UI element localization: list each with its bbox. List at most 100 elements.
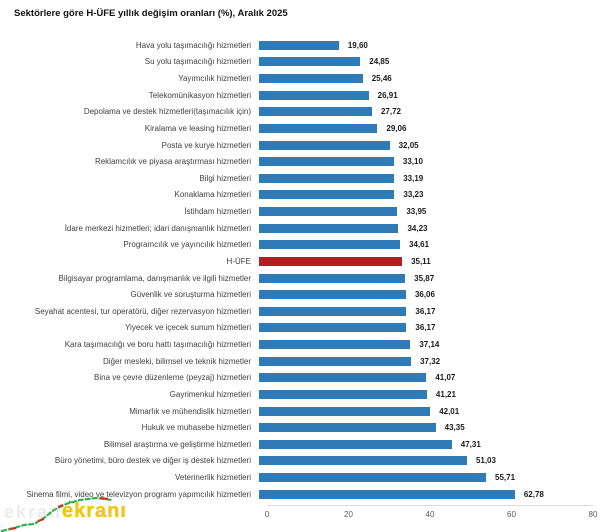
bar-track: 43,35 xyxy=(259,419,585,436)
bar-row: Veterinerlik hizmetleri 55,71 xyxy=(0,469,601,486)
value-bar[interactable] xyxy=(259,107,372,117)
value-label: 19,60 xyxy=(347,40,368,50)
value-bar[interactable] xyxy=(259,57,361,67)
value-bar[interactable] xyxy=(259,190,395,200)
bar-track: 36,17 xyxy=(259,320,585,337)
value-bar[interactable] xyxy=(259,240,401,250)
category-label: Bilgi hizmetleri xyxy=(199,173,251,183)
value-bar[interactable] xyxy=(259,340,411,350)
category-label: Büro yönetimi, büro destek ve diğer iş d… xyxy=(54,456,251,466)
category-label: Hukuk ve muhasebe hizmetleri xyxy=(141,423,251,433)
value-bar[interactable] xyxy=(259,439,452,449)
category-label: Diğer mesleki, bilimsel ve teknik hizmet… xyxy=(102,356,251,366)
value-bar[interactable] xyxy=(259,123,378,133)
bar-row: Reklamcılık ve piyasa araştırması hizmet… xyxy=(0,153,601,170)
value-bar[interactable] xyxy=(259,157,394,167)
value-bar[interactable] xyxy=(259,173,395,183)
category-label: Mimarlık ve mühendislik hizmetleri xyxy=(129,406,251,416)
value-label: 47,31 xyxy=(460,439,481,449)
value-label: 51,03 xyxy=(475,456,496,466)
value-label: 43,35 xyxy=(444,423,465,433)
bar-track: 26,91 xyxy=(259,87,585,104)
bar-row: Telekomünikasyon hizmetleri 26,91 xyxy=(0,87,601,104)
x-axis-tick: 20 xyxy=(344,510,353,519)
bar-row: Programcılık ve yayıncılık hizmetleri 34,… xyxy=(0,237,601,254)
bar-track: 34,23 xyxy=(259,220,585,237)
x-axis-tick: 80 xyxy=(588,510,598,519)
value-label: 34,23 xyxy=(407,223,428,233)
value-label: 34,61 xyxy=(409,240,430,250)
bar-row: Yayımcılık hizmetleri 25,46 xyxy=(0,70,601,87)
bar-track: 55,71 xyxy=(259,469,585,486)
chart-title: Sektörlere göre H-ÜFE yıllık değişim ora… xyxy=(14,8,288,19)
bar-row: Bina ve çevre düzenleme (peyzaj) hizmetl… xyxy=(0,370,601,387)
highlight-bar[interactable] xyxy=(259,256,403,266)
bar-row: Su yolu taşımacılığı hizmetleri 24,85 xyxy=(0,54,601,71)
bar-track: 29,06 xyxy=(259,120,585,137)
value-label: 33,19 xyxy=(403,173,424,183)
value-label: 41,21 xyxy=(435,389,456,399)
bar-row: Büro yönetimi, büro destek ve diğer iş d… xyxy=(0,453,601,470)
bar-track: 51,03 xyxy=(259,453,585,470)
bar-track: 27,72 xyxy=(259,104,585,121)
bar-row-highlight: H-ÜFE 35,11 xyxy=(0,253,601,270)
bar-row: Seyahat acentesi, tur operatörü, diğer r… xyxy=(0,303,601,320)
value-bar[interactable] xyxy=(259,290,406,300)
value-label: 55,71 xyxy=(495,473,516,483)
category-label: Kara taşımacılığı ve boru hattı taşımacı… xyxy=(64,340,251,350)
category-label: Telekomünikasyon hizmetleri xyxy=(148,90,251,100)
bar-track: 37,32 xyxy=(259,353,585,370)
value-label: 35,11 xyxy=(411,256,431,266)
value-label: 42,01 xyxy=(439,406,460,416)
value-bar[interactable] xyxy=(259,74,363,84)
value-label: 32,05 xyxy=(398,140,419,150)
value-label: 33,10 xyxy=(402,157,423,167)
x-axis-tick: 40 xyxy=(425,510,435,519)
bar-track: 41,07 xyxy=(259,370,585,387)
value-bar[interactable] xyxy=(259,356,412,366)
value-bar[interactable] xyxy=(259,423,436,433)
value-bar[interactable] xyxy=(259,40,339,50)
category-label: Bilgisayar programlama, danışmanlık ve i… xyxy=(58,273,251,283)
value-bar[interactable] xyxy=(259,373,427,383)
bar-row: Kiralama ve leasing hizmetleri 29,06 xyxy=(0,120,601,137)
value-bar[interactable] xyxy=(259,456,467,466)
bar-track: 47,31 xyxy=(259,436,585,453)
category-label: Seyahat acentesi, tur operatörü, diğer r… xyxy=(34,306,251,316)
value-bar[interactable] xyxy=(259,140,390,150)
value-label: 27,72 xyxy=(380,107,401,117)
value-label: 36,17 xyxy=(415,323,436,333)
value-bar[interactable] xyxy=(259,473,487,483)
bar-track: 35,11 xyxy=(259,253,585,270)
value-bar[interactable] xyxy=(259,323,407,333)
value-bar[interactable] xyxy=(259,90,369,100)
value-bar[interactable] xyxy=(259,489,515,499)
value-bar[interactable] xyxy=(259,306,407,316)
bar-row: Bilimsel araştırma ve geliştirme hizmetl… xyxy=(0,436,601,453)
value-bar[interactable] xyxy=(259,223,399,233)
value-label: 25,46 xyxy=(371,74,392,84)
bar-track: 33,95 xyxy=(259,203,585,220)
bar-track: 32,05 xyxy=(259,137,585,154)
bar-track: 33,23 xyxy=(259,187,585,204)
bar-row: İdare merkezi hizmetleri; idari danışman… xyxy=(0,220,601,237)
x-axis: 0 20 40 60 80 xyxy=(265,505,597,524)
bar-row: Yiyecek ve içecek sunum hizmetleri 36,17 xyxy=(0,320,601,337)
category-label: Yiyecek ve içecek sunum hizmetleri xyxy=(125,323,251,333)
bar-track: 36,06 xyxy=(259,286,585,303)
value-label: 36,06 xyxy=(414,290,435,300)
category-label: İstihdam hizmetleri xyxy=(184,207,251,217)
category-label: Depolama ve destek hizmetleri(taşımacılı… xyxy=(83,107,251,117)
value-bar[interactable] xyxy=(259,273,406,283)
value-bar[interactable] xyxy=(259,389,427,399)
value-label: 41,07 xyxy=(435,373,456,383)
category-label: H-ÜFE xyxy=(226,256,251,266)
bar-chart: Hava yolu taşımacılığı hizmetleri 19,60 Su… xyxy=(0,37,601,503)
bar-row: Diğer mesleki, bilimsel ve teknik hizmet… xyxy=(0,353,601,370)
value-bar[interactable] xyxy=(259,207,398,217)
value-label: 62,78 xyxy=(523,489,544,499)
bar-track: 37,14 xyxy=(259,336,585,353)
value-label: 37,14 xyxy=(419,340,440,350)
value-bar[interactable] xyxy=(259,406,431,416)
